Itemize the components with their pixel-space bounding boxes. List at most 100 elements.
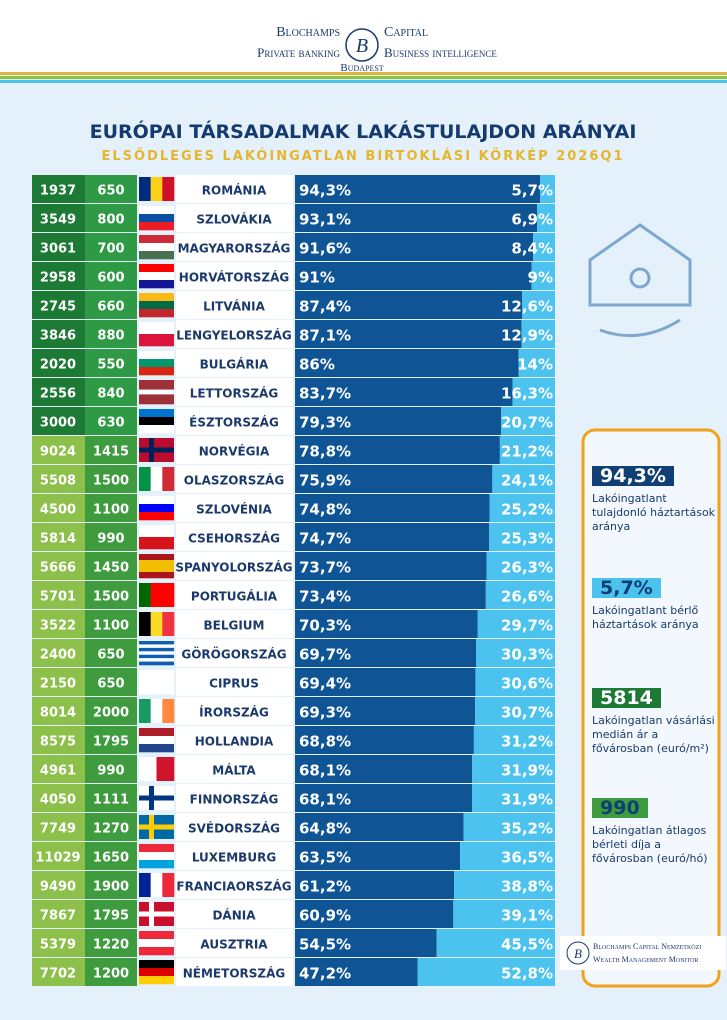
country-cell [176, 523, 293, 551]
price: 2150 [40, 677, 76, 692]
bar [295, 552, 487, 580]
rent-cell [85, 320, 137, 348]
price-cell [32, 697, 85, 725]
rent-cell [85, 407, 137, 435]
bar [295, 668, 476, 696]
value-label: 87,4% [299, 298, 351, 316]
rent-cell [85, 784, 137, 812]
value-label: 68,1% [299, 762, 351, 780]
footer-text: Blochamps Capital Nemzetközi [593, 942, 701, 951]
header-stripe [0, 76, 727, 79]
flag [139, 911, 174, 917]
bar [295, 233, 534, 261]
bar [295, 900, 454, 928]
price: 5379 [40, 938, 76, 953]
bar [475, 668, 555, 696]
rent: 840 [97, 387, 124, 402]
rent-cell [85, 378, 137, 406]
flag [139, 177, 151, 201]
price: 9490 [40, 880, 76, 895]
value-label: 26,6% [501, 588, 553, 606]
bar [295, 175, 541, 203]
value-label: 38,8% [501, 878, 553, 896]
rent-cell [85, 668, 137, 696]
value-label: 69,3% [299, 704, 351, 722]
rent: 1900 [93, 880, 129, 895]
price-cell [32, 407, 85, 435]
country-cell [176, 784, 293, 812]
rent-cell [85, 900, 137, 928]
country-cell [176, 639, 293, 667]
rent-cell [85, 639, 137, 667]
country: NÉMETORSZÁG [183, 966, 286, 981]
value-label: 52,8% [501, 965, 553, 983]
bar [463, 813, 555, 841]
flag [162, 177, 175, 201]
value-label: 35,2% [501, 820, 553, 838]
flag [139, 824, 174, 830]
country: PORTUGÁLIA [191, 589, 278, 604]
price: 8575 [40, 735, 76, 750]
value-label: 83,7% [299, 385, 351, 403]
price-cell [32, 175, 85, 203]
rent: 1220 [93, 938, 129, 953]
value-label: 31,9% [501, 762, 553, 780]
rent: 650 [97, 677, 124, 692]
legend-sample: 990 [592, 798, 648, 818]
value-label: 68,8% [299, 733, 351, 751]
flag [139, 566, 174, 573]
country-cell [176, 175, 293, 203]
price-cell [32, 842, 85, 870]
price-cell [32, 291, 85, 319]
price: 7867 [40, 909, 76, 924]
flag [139, 417, 174, 426]
value-label: 60,9% [299, 907, 351, 925]
flag [139, 467, 151, 491]
rent: 1200 [93, 967, 129, 982]
price: 2556 [40, 387, 76, 402]
legend-sample: 5814 [592, 688, 661, 708]
bar [460, 842, 555, 870]
value-label: 31,2% [501, 733, 553, 751]
bar [489, 523, 555, 551]
value-label: 79,3% [299, 414, 351, 432]
legend-text: Lakóingatlan vásárlási medián ár a fővár… [592, 714, 715, 755]
price: 3000 [40, 416, 76, 431]
value-label: 30,7% [501, 704, 553, 722]
price-cell [32, 465, 85, 493]
country-cell [176, 291, 293, 319]
price: 1937 [40, 184, 76, 199]
country-cell [176, 349, 293, 377]
country: SVÉDORSZÁG [188, 821, 280, 836]
price-cell [32, 726, 85, 754]
bar [499, 436, 555, 464]
bar [295, 813, 464, 841]
value-label: 21,2% [501, 443, 553, 461]
flag [139, 960, 174, 969]
country: HOLLANDIA [195, 735, 274, 749]
flag [139, 860, 174, 869]
value-label: 6,9% [511, 211, 553, 229]
flag [162, 467, 175, 491]
flag [139, 757, 157, 781]
value-label: 36,5% [501, 849, 553, 867]
flag [139, 728, 174, 737]
bar [531, 262, 555, 290]
flag [150, 467, 163, 491]
legend-item: 94,3% Lakóingatlant tulajdonló háztartás… [592, 466, 717, 534]
bar [295, 291, 523, 319]
country-cell [176, 494, 293, 522]
country-cell [176, 436, 293, 464]
legend-item: 5814 Lakóingatlan vásárlási medián ár a … [592, 688, 717, 756]
bar [417, 958, 555, 986]
country-cell [176, 552, 293, 580]
flag [139, 293, 174, 302]
bar [295, 784, 473, 812]
price: 5666 [40, 561, 76, 576]
price-cell [32, 581, 85, 609]
brand: Blochamps [276, 25, 340, 40]
flag [139, 651, 174, 656]
flag [139, 647, 174, 652]
rent: 2000 [93, 706, 129, 721]
